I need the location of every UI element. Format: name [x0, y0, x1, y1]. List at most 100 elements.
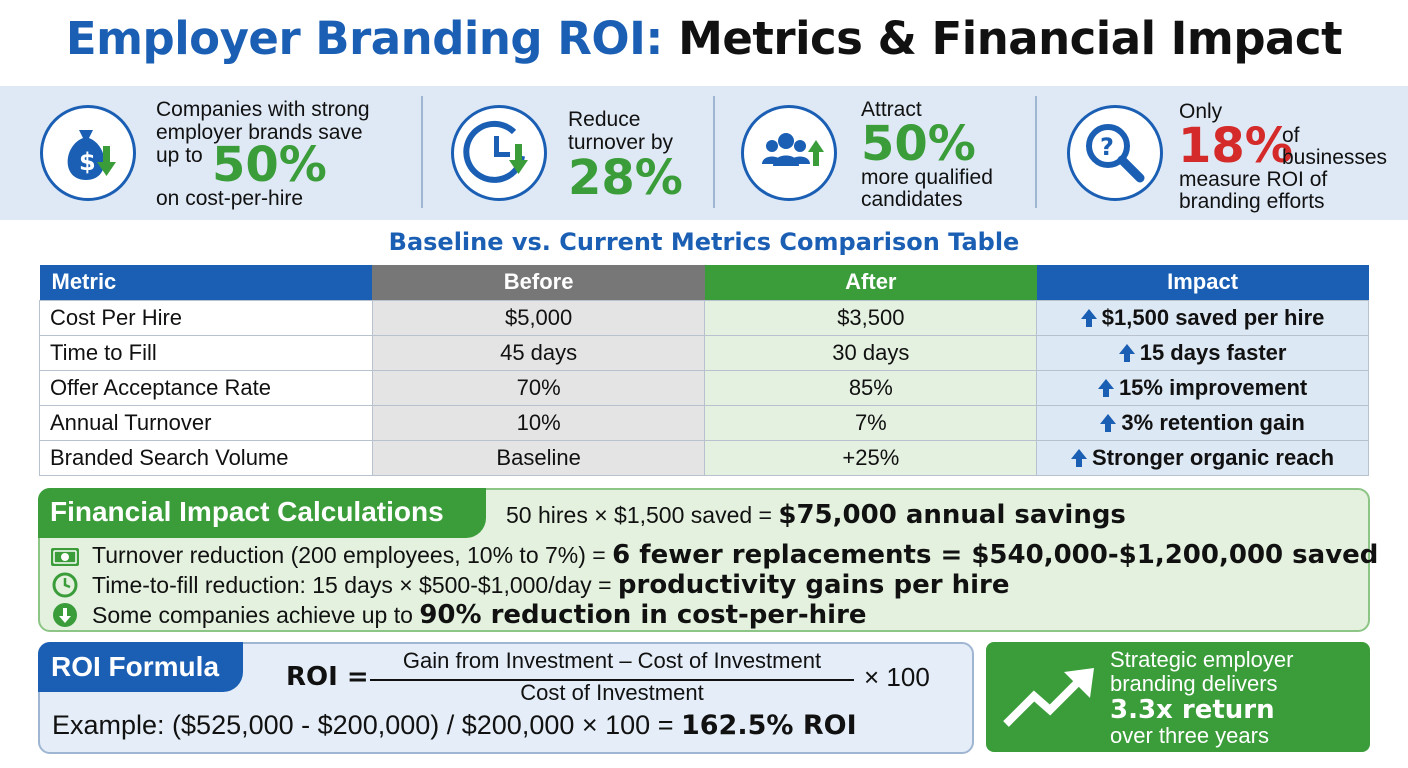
- svg-text:$: $: [79, 148, 96, 176]
- cell-before: $5,000: [371, 299, 706, 336]
- table-row: Cost Per Hire $5,000 $3,500 $1,500 saved…: [39, 299, 1369, 336]
- header-metric: Metric: [39, 265, 373, 300]
- roi-example-text: Example: ($525,000 - $200,000) / $200,00…: [52, 710, 674, 740]
- people-up-icon: [741, 105, 837, 201]
- stats-divider: [421, 96, 423, 208]
- financial-line-1-text: 50 hires × $1,500 saved =: [506, 502, 772, 528]
- roi-formula-title: ROI Formula: [38, 642, 243, 692]
- svg-text:?: ?: [1100, 133, 1114, 161]
- clock-icon: [52, 572, 78, 603]
- cell-impact: 3% retention gain: [1036, 404, 1369, 441]
- financial-line-1-bold: $75,000 annual savings: [778, 500, 1126, 530]
- table-header-row: Metric Before After Impact: [39, 265, 1369, 300]
- arrow-down-circle-icon: [52, 602, 78, 633]
- cell-metric: Offer Acceptance Rate: [39, 369, 373, 406]
- header-after: After: [704, 265, 1037, 300]
- money-bag-down-icon: $: [40, 105, 136, 201]
- cell-before: 70%: [371, 369, 706, 406]
- stat-1-post: on cost-per-hire: [156, 187, 304, 210]
- stat-2-line-1: Reduce: [568, 108, 641, 131]
- strategic-text: Strategic employer branding delivers 3.3…: [1110, 648, 1293, 748]
- stat-1-value: 50%: [212, 137, 327, 193]
- strategic-return-box: Strategic employer branding delivers 3.3…: [986, 642, 1370, 752]
- financial-line-1: 50 hires × $1,500 saved = $75,000 annual…: [506, 500, 1126, 530]
- stat-cost-per-hire: $ Companies with strong employer brands …: [0, 86, 420, 220]
- financial-line-2: Turnover reduction (200 employees, 10% t…: [92, 540, 1378, 570]
- table-row: Offer Acceptance Rate 70% 85% 15% improv…: [39, 369, 1369, 406]
- cell-before: 10%: [371, 404, 706, 441]
- cell-metric: Cost Per Hire: [39, 299, 373, 336]
- stat-turnover: Reduce turnover by 28%: [423, 86, 713, 220]
- financial-line-3-text: Time-to-fill reduction: 15 days × $500-$…: [92, 572, 612, 598]
- roi-example: Example: ($525,000 - $200,000) / $200,00…: [52, 710, 857, 741]
- title-part-2: Metrics & Financial Impact: [678, 12, 1343, 65]
- stats-band: $ Companies with strong employer brands …: [0, 86, 1408, 220]
- strategic-line-2: branding delivers: [1110, 671, 1278, 696]
- financial-line-3-bold: productivity gains per hire: [617, 570, 1010, 600]
- impact-text: 15% improvement: [1118, 374, 1308, 400]
- clock-down-icon: [451, 105, 547, 201]
- cell-after: 7%: [704, 404, 1038, 441]
- cell-impact: 15 days faster: [1036, 334, 1369, 371]
- stat-4-line-3: branding efforts: [1179, 190, 1325, 213]
- table-title: Baseline vs. Current Metrics Comparison …: [388, 228, 1020, 256]
- stats-divider: [1035, 96, 1037, 208]
- arrow-up-icon: [1080, 308, 1097, 327]
- stats-divider: [713, 96, 715, 208]
- roi-denominator: Cost of Investment: [520, 680, 704, 705]
- strategic-big: 3.3x return: [1110, 695, 1275, 725]
- table-row: Annual Turnover 10% 7% 3% retention gain: [39, 404, 1369, 441]
- stat-1-line-1: Companies with strong: [156, 98, 370, 121]
- cell-metric: Branded Search Volume: [39, 439, 373, 476]
- financial-line-3: Time-to-fill reduction: 15 days × $500-$…: [92, 570, 1009, 600]
- arrow-up-icon: [1097, 378, 1114, 397]
- title-part-1: Employer Branding ROI:: [65, 12, 663, 65]
- cell-after: 85%: [704, 369, 1038, 406]
- financial-impact-title: Financial Impact Calculations: [38, 488, 486, 538]
- table-row: Time to Fill 45 days 30 days 15 days fas…: [39, 334, 1369, 371]
- cell-metric: Annual Turnover: [39, 404, 373, 441]
- impact-text: $1,500 saved per hire: [1101, 304, 1325, 330]
- stat-4-line-2: measure ROI of: [1179, 168, 1328, 191]
- cell-impact: $1,500 saved per hire: [1036, 299, 1369, 336]
- financial-line-4: Some companies achieve up to 90% reducti…: [92, 600, 867, 630]
- impact-text: 3% retention gain: [1121, 409, 1305, 435]
- fraction-bar: [370, 679, 854, 681]
- magnifier-question-icon: ?: [1067, 105, 1163, 201]
- stat-1-line-2: employer brands save: [156, 121, 363, 144]
- strategic-line-3: over three years: [1110, 723, 1269, 748]
- financial-line-4-text: Some companies achieve up to: [92, 602, 413, 628]
- header-impact: Impact: [1036, 265, 1369, 300]
- roi-numerator: Gain from Investment – Cost of Investmen…: [402, 648, 822, 673]
- stat-candidates: Attract 50% more qualified candidates: [715, 86, 1035, 220]
- cell-before: 45 days: [371, 334, 706, 371]
- page-title: Employer Branding ROI: Metrics & Financi…: [0, 12, 1408, 65]
- arrow-up-icon: [1118, 343, 1135, 362]
- impact-text: Stronger organic reach: [1092, 444, 1335, 470]
- strategic-line-1: Strategic employer: [1110, 647, 1294, 672]
- roi-example-result: 162.5% ROI: [680, 710, 857, 741]
- cell-impact: Stronger organic reach: [1036, 439, 1369, 476]
- roi-times-100: × 100: [864, 662, 930, 692]
- table-row: Branded Search Volume Baseline +25% Stro…: [39, 439, 1369, 476]
- stat-4-side-2: businesses: [1282, 146, 1388, 169]
- roi-lhs: ROI =: [286, 662, 369, 692]
- roi-formula-box: ROI Formula ROI = Gain from Investment –…: [38, 642, 974, 754]
- cell-after: 30 days: [704, 334, 1038, 371]
- stat-1-pre: up to: [156, 144, 203, 167]
- cell-metric: Time to Fill: [39, 334, 373, 371]
- stat-4-value: 18%: [1178, 118, 1293, 174]
- stat-2-line-2: turnover by: [568, 131, 674, 154]
- financial-impact-box: Financial Impact Calculations 50 hires ×…: [38, 488, 1378, 633]
- financial-line-2-text: Turnover reduction (200 employees, 10% t…: [92, 542, 606, 568]
- metrics-comparison-table: Metric Before After Impact Cost Per Hire…: [39, 265, 1369, 476]
- header-before: Before: [372, 265, 705, 300]
- money-icon: [50, 546, 80, 573]
- stat-4-pre: Only: [1179, 100, 1223, 123]
- stat-2-value: 28%: [568, 150, 683, 206]
- stat-4-side-1: of: [1282, 124, 1300, 147]
- impact-text: 15 days faster: [1139, 339, 1287, 365]
- cell-after: +25%: [704, 439, 1038, 476]
- stat-3-value: 50%: [861, 116, 976, 172]
- cell-before: Baseline: [371, 439, 706, 476]
